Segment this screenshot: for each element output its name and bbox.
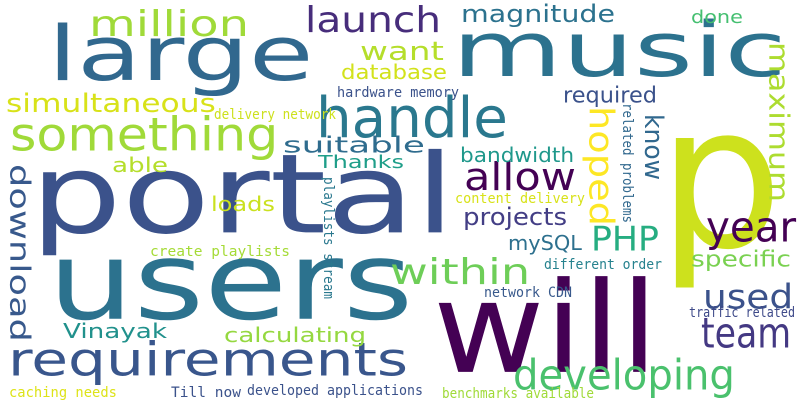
word-hardware-memory: hardware memory [337,83,460,101]
word-create-playlists: create playlists [150,242,291,260]
word-required: required [563,82,657,108]
word-able: able [112,153,169,177]
word-handle: handle [316,84,508,151]
word-till-now: Till now [171,383,241,400]
word-used: used [703,276,794,317]
word-suitable: suitable [283,132,425,158]
word-related-problems: related problems [619,103,637,224]
word-download: download [3,164,37,342]
word-team: team [701,308,792,358]
word-developed-applications: developed applications [247,381,423,399]
word-benchmarks-available: benchmarks available [442,384,595,400]
word-launch: launch [305,0,442,41]
word-maximum: maximum [762,42,796,202]
word-caching-needs: caching needs [9,383,117,400]
word-network-cdn: network CDN [484,283,573,301]
word-bandwidth: bandwidth [460,143,575,167]
word-different-order: different order [544,255,663,273]
word-loads: loads [211,192,275,216]
word-requirements: requirements [8,332,409,387]
word-vinayak: Vinayak [63,319,168,343]
word-calculating: calculating [224,323,367,347]
word-users: users [48,218,414,345]
word-p: p [658,62,783,294]
word-mysql: mySQL [508,231,582,255]
word-traffic-related: traffic related [689,303,796,321]
word-content-delivery: content delivery [455,189,586,207]
word-allow: allow [464,154,576,200]
word-projects: projects [463,202,568,231]
word-music: music [452,5,787,95]
word-want: want [360,35,444,67]
word-done: done [691,6,743,28]
word-thanks: Thanks [318,151,405,173]
word-simultaneous: simultaneous [6,87,216,119]
word-specific: specific [691,246,791,272]
word-database: database [341,60,447,84]
word-delivery-network: delivery network [214,105,337,123]
word-know: know [638,114,670,181]
word-million: million [89,2,250,45]
word-within: within [390,250,531,293]
word-playlists-stream: playlists stream [320,177,338,300]
word-something: something [10,107,279,162]
word-php: PHP [591,218,659,259]
word-large: large [48,9,314,99]
word-year: year [706,202,797,252]
word-hoped: hoped [581,106,622,227]
word-magnitude: magnitude [461,0,615,28]
word-developing: developing [513,350,735,400]
word-will: will [433,254,659,400]
word-portal: portal [30,130,456,259]
